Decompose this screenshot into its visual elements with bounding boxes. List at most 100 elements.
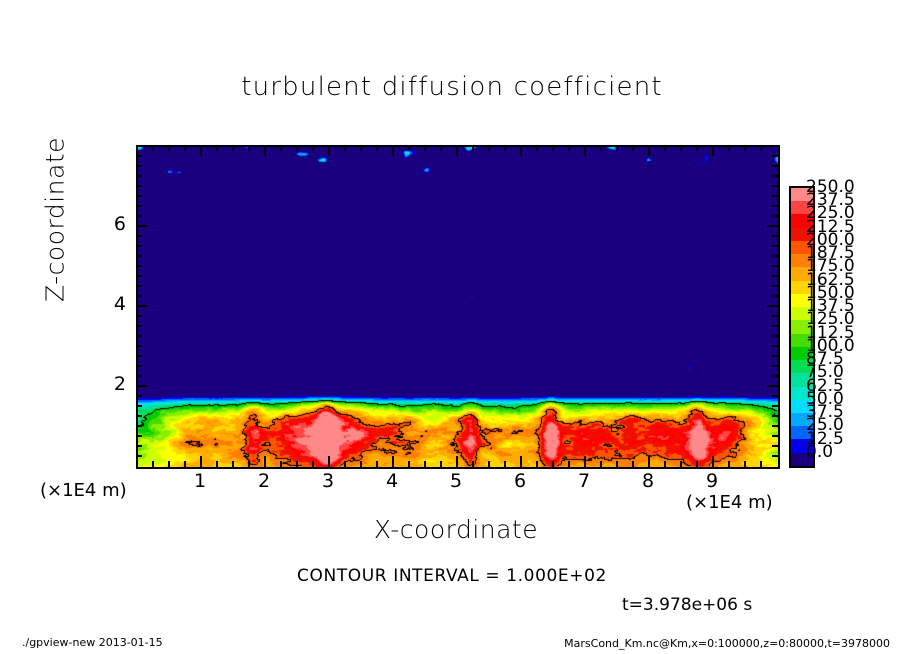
y-axis-tick-right (772, 405, 778, 407)
x-axis-tick (440, 461, 442, 467)
y-axis-tick-right (772, 395, 778, 397)
y-axis-tick (136, 405, 142, 407)
x-axis-tick-top (184, 145, 186, 151)
colorbar-band (791, 373, 813, 387)
colorbar-band (791, 201, 813, 215)
y-axis-tick (136, 445, 142, 447)
y-axis-tick (136, 185, 142, 187)
y-axis-tick-right (772, 255, 778, 257)
x-axis-tick (648, 456, 650, 467)
x-axis-tick-top (200, 145, 202, 156)
x-axis-tick (568, 461, 570, 467)
x-axis-tick (744, 461, 746, 467)
x-axis-tick-top (328, 145, 330, 156)
x-axis-tick (312, 461, 314, 467)
x-axis-tick-top (680, 145, 682, 151)
contour-plot-area[interactable] (136, 145, 780, 469)
x-axis-tick (280, 461, 282, 467)
x-axis-tick-top (392, 145, 394, 156)
x-axis-tick (376, 461, 378, 467)
y-axis-tick (136, 255, 142, 257)
x-axis-tick (168, 461, 170, 467)
x-axis-tick-top (728, 145, 730, 151)
y-axis-tick-right (767, 385, 778, 387)
y-axis-tick-right (772, 285, 778, 287)
y-axis-tick-right (772, 195, 778, 197)
y-axis-tick (136, 215, 142, 217)
colorbar-band (791, 333, 813, 347)
y-axis-tick (136, 385, 147, 387)
x-axis-tick-label: 1 (193, 470, 207, 492)
y-axis-tick-right (772, 365, 778, 367)
colorbar-tick-label: 12.5 (806, 428, 844, 449)
colorbar-tick-label: 200.0 (806, 229, 855, 250)
colorbar-tick-label: 87.5 (806, 349, 844, 370)
x-axis-tick-top (488, 145, 490, 151)
colorbar-band (791, 412, 813, 427)
y-axis-tick (136, 165, 142, 167)
y-axis-tick (136, 195, 142, 197)
colorbar-tick-label: 37.5 (806, 402, 844, 423)
y-axis-tick (136, 295, 142, 297)
x-axis-tick-top (152, 145, 154, 151)
colorbar-band (791, 280, 813, 294)
x-axis-tick (408, 461, 410, 467)
colorbar-tick-label: 112.5 (806, 322, 855, 343)
x-axis-tick-top (344, 145, 346, 151)
y-axis-tick (136, 275, 142, 277)
x-axis-tick (552, 461, 554, 467)
x-axis-tick-top (312, 145, 314, 151)
colorbar-band (791, 346, 813, 361)
y-axis-tick-right (772, 295, 778, 297)
contour-interval-label: CONTOUR INTERVAL = 1.000E+02 (297, 566, 607, 586)
x-axis-tick (392, 456, 394, 467)
x-axis-tick (232, 461, 234, 467)
x-axis-title: X-coordinate (373, 515, 539, 544)
y-axis-tick-right (767, 305, 778, 307)
y-axis-tick-right (772, 275, 778, 277)
x-axis-tick (264, 456, 266, 467)
y-axis-tick-right (772, 185, 778, 187)
colorbar-band (791, 240, 813, 255)
y-axis-tick (136, 315, 142, 317)
x-axis-tick-top (280, 145, 282, 151)
x-axis-tick (520, 456, 522, 467)
colorbar-tick-label: 225.0 (806, 203, 855, 224)
y-axis-tick-right (772, 165, 778, 167)
x-axis-tick (504, 461, 506, 467)
colorbar[interactable] (789, 186, 815, 468)
x-unit-left-label: (×1E4 m) (40, 480, 127, 501)
x-unit-right-label: (×1E4 m) (686, 492, 773, 513)
y-axis-tick-right (772, 215, 778, 217)
x-axis-tick-top (696, 145, 698, 151)
y-axis-tick (136, 365, 142, 367)
colorbar-band (791, 214, 813, 228)
colorbar-tick-label: 212.5 (806, 216, 855, 237)
x-axis-tick (696, 461, 698, 467)
colorbar-band (791, 227, 813, 241)
colorbar-tick-label: 75.0 (806, 362, 844, 383)
x-axis-tick-top (168, 145, 170, 151)
x-axis-tick-label: 3 (321, 470, 335, 492)
colorbar-tick-label: 125.0 (806, 309, 855, 330)
x-axis-tick (664, 461, 666, 467)
y-axis-tick-right (772, 455, 778, 457)
colorbar-band (791, 188, 813, 202)
colorbar-band (791, 360, 813, 374)
x-axis-tick-top (632, 145, 634, 151)
page-title: turbulent diffusion coefficient (241, 72, 663, 102)
x-axis-tick (472, 461, 474, 467)
y-axis-tick (136, 425, 142, 427)
y-axis-tick (136, 265, 142, 267)
x-axis-tick (760, 461, 762, 467)
colorbar-tick-label: 162.5 (806, 269, 855, 290)
colorbar-band (791, 439, 813, 453)
x-axis-tick (632, 461, 634, 467)
x-axis-tick-label: 4 (385, 470, 399, 492)
colorbar-tick-label: 187.5 (806, 243, 855, 264)
colorbar-band (791, 307, 813, 321)
y-axis-tick-right (772, 155, 778, 157)
y-axis-tick (136, 375, 142, 377)
x-axis-tick-top (456, 145, 458, 156)
x-axis-tick-top (744, 145, 746, 151)
